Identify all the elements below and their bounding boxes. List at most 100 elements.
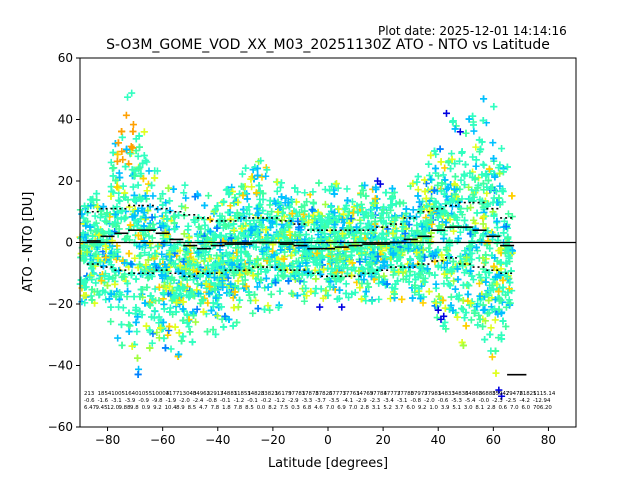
scatter-point bbox=[137, 251, 145, 259]
scatter-point bbox=[263, 166, 271, 174]
scatter-point bbox=[330, 229, 338, 237]
scatter-point bbox=[413, 221, 421, 229]
scatter-point bbox=[272, 279, 280, 287]
scatter-point bbox=[186, 292, 194, 300]
scatter-point bbox=[309, 199, 317, 207]
scatter-point bbox=[356, 284, 364, 292]
scatter-point bbox=[473, 247, 481, 255]
scatter-point bbox=[154, 205, 162, 213]
scatter-point bbox=[461, 161, 469, 169]
scatter-point bbox=[348, 251, 356, 259]
scatter-point bbox=[278, 242, 286, 250]
scatter-point bbox=[257, 157, 265, 165]
scatter-point bbox=[281, 248, 289, 256]
scatter-point bbox=[375, 295, 383, 303]
scatter-point bbox=[227, 280, 235, 288]
scatter-point bbox=[144, 207, 152, 215]
scatter-point bbox=[254, 305, 262, 313]
scatter-point bbox=[244, 252, 252, 260]
scatter-point bbox=[439, 171, 447, 179]
scatter-point bbox=[339, 230, 347, 238]
scatter-point bbox=[178, 202, 186, 210]
scatter-point bbox=[288, 210, 296, 218]
scatter-point bbox=[425, 160, 433, 168]
scatter-point bbox=[249, 309, 257, 317]
scatter-point bbox=[415, 198, 423, 206]
scatter-point bbox=[134, 231, 142, 239]
scatter-point bbox=[324, 213, 332, 221]
scatter-point bbox=[456, 157, 464, 165]
scatter-point bbox=[212, 330, 220, 338]
scatter-point bbox=[456, 252, 464, 260]
scatter-point bbox=[277, 246, 285, 254]
scatter-point bbox=[209, 299, 217, 307]
scatter-point bbox=[142, 192, 150, 200]
scatter-point bbox=[151, 307, 159, 315]
scatter-point bbox=[175, 329, 183, 337]
scatter-point bbox=[138, 286, 146, 294]
scatter-point bbox=[486, 330, 494, 338]
scatter-point bbox=[285, 203, 293, 211]
scatter-point bbox=[317, 252, 325, 260]
scatter-point bbox=[303, 254, 311, 262]
scatter-point bbox=[399, 275, 407, 283]
scatter-point bbox=[219, 283, 227, 291]
scatter-point bbox=[387, 201, 395, 209]
scatter-point bbox=[358, 295, 366, 303]
scatter-point bbox=[179, 332, 187, 340]
scatter-point bbox=[468, 272, 476, 280]
scatter-point bbox=[314, 208, 322, 216]
scatter-point bbox=[449, 258, 457, 266]
scatter-point bbox=[144, 274, 152, 282]
scatter-point bbox=[496, 182, 504, 190]
scatter-point bbox=[87, 272, 95, 280]
scatter-point bbox=[182, 194, 190, 202]
scatter-point bbox=[105, 275, 113, 283]
scatter-point bbox=[432, 280, 440, 288]
scatter-point bbox=[288, 289, 296, 297]
scatter-point bbox=[406, 255, 414, 263]
scatter-point bbox=[442, 218, 450, 226]
scatter-point bbox=[435, 222, 443, 230]
scatter-point bbox=[276, 183, 284, 191]
scatter-point bbox=[388, 194, 396, 202]
scatter-point bbox=[450, 277, 458, 285]
scatter-point bbox=[103, 282, 111, 290]
scatter-point bbox=[179, 298, 187, 306]
scatter-point bbox=[449, 222, 457, 230]
scatter-point bbox=[448, 155, 456, 163]
scatter-point bbox=[80, 242, 88, 250]
scatter-point bbox=[171, 323, 179, 331]
scatter-point bbox=[159, 267, 167, 275]
scatter-point bbox=[465, 115, 473, 123]
scatter-point bbox=[144, 180, 152, 188]
scatter-point bbox=[320, 230, 328, 238]
scatter-point bbox=[451, 285, 459, 293]
scatter-point bbox=[362, 288, 370, 296]
scatter-point bbox=[186, 257, 194, 265]
scatter-point bbox=[367, 212, 375, 220]
scatter-point bbox=[266, 306, 274, 314]
scatter-point bbox=[99, 203, 107, 211]
scatter-point bbox=[245, 291, 253, 299]
scatter-point bbox=[217, 216, 225, 224]
scatter-point bbox=[77, 276, 85, 284]
scatter-point bbox=[477, 145, 485, 153]
scatter-point bbox=[113, 203, 121, 211]
scatter-point bbox=[317, 270, 325, 278]
scatter-point bbox=[475, 311, 483, 319]
scatter-point bbox=[498, 145, 506, 153]
scatter-point bbox=[487, 185, 495, 193]
scatter-point bbox=[446, 281, 454, 289]
scatter-point bbox=[143, 158, 151, 166]
scatter-point bbox=[357, 271, 365, 279]
scatter-point bbox=[153, 167, 161, 175]
scatter-point bbox=[259, 207, 267, 215]
scatter-point bbox=[445, 280, 453, 288]
scatter-point bbox=[155, 297, 163, 305]
scatter-point bbox=[134, 152, 142, 160]
scatter-point bbox=[126, 322, 134, 330]
scatter-point bbox=[379, 206, 387, 214]
scatter-point bbox=[421, 176, 429, 184]
scatter-point bbox=[87, 202, 95, 210]
